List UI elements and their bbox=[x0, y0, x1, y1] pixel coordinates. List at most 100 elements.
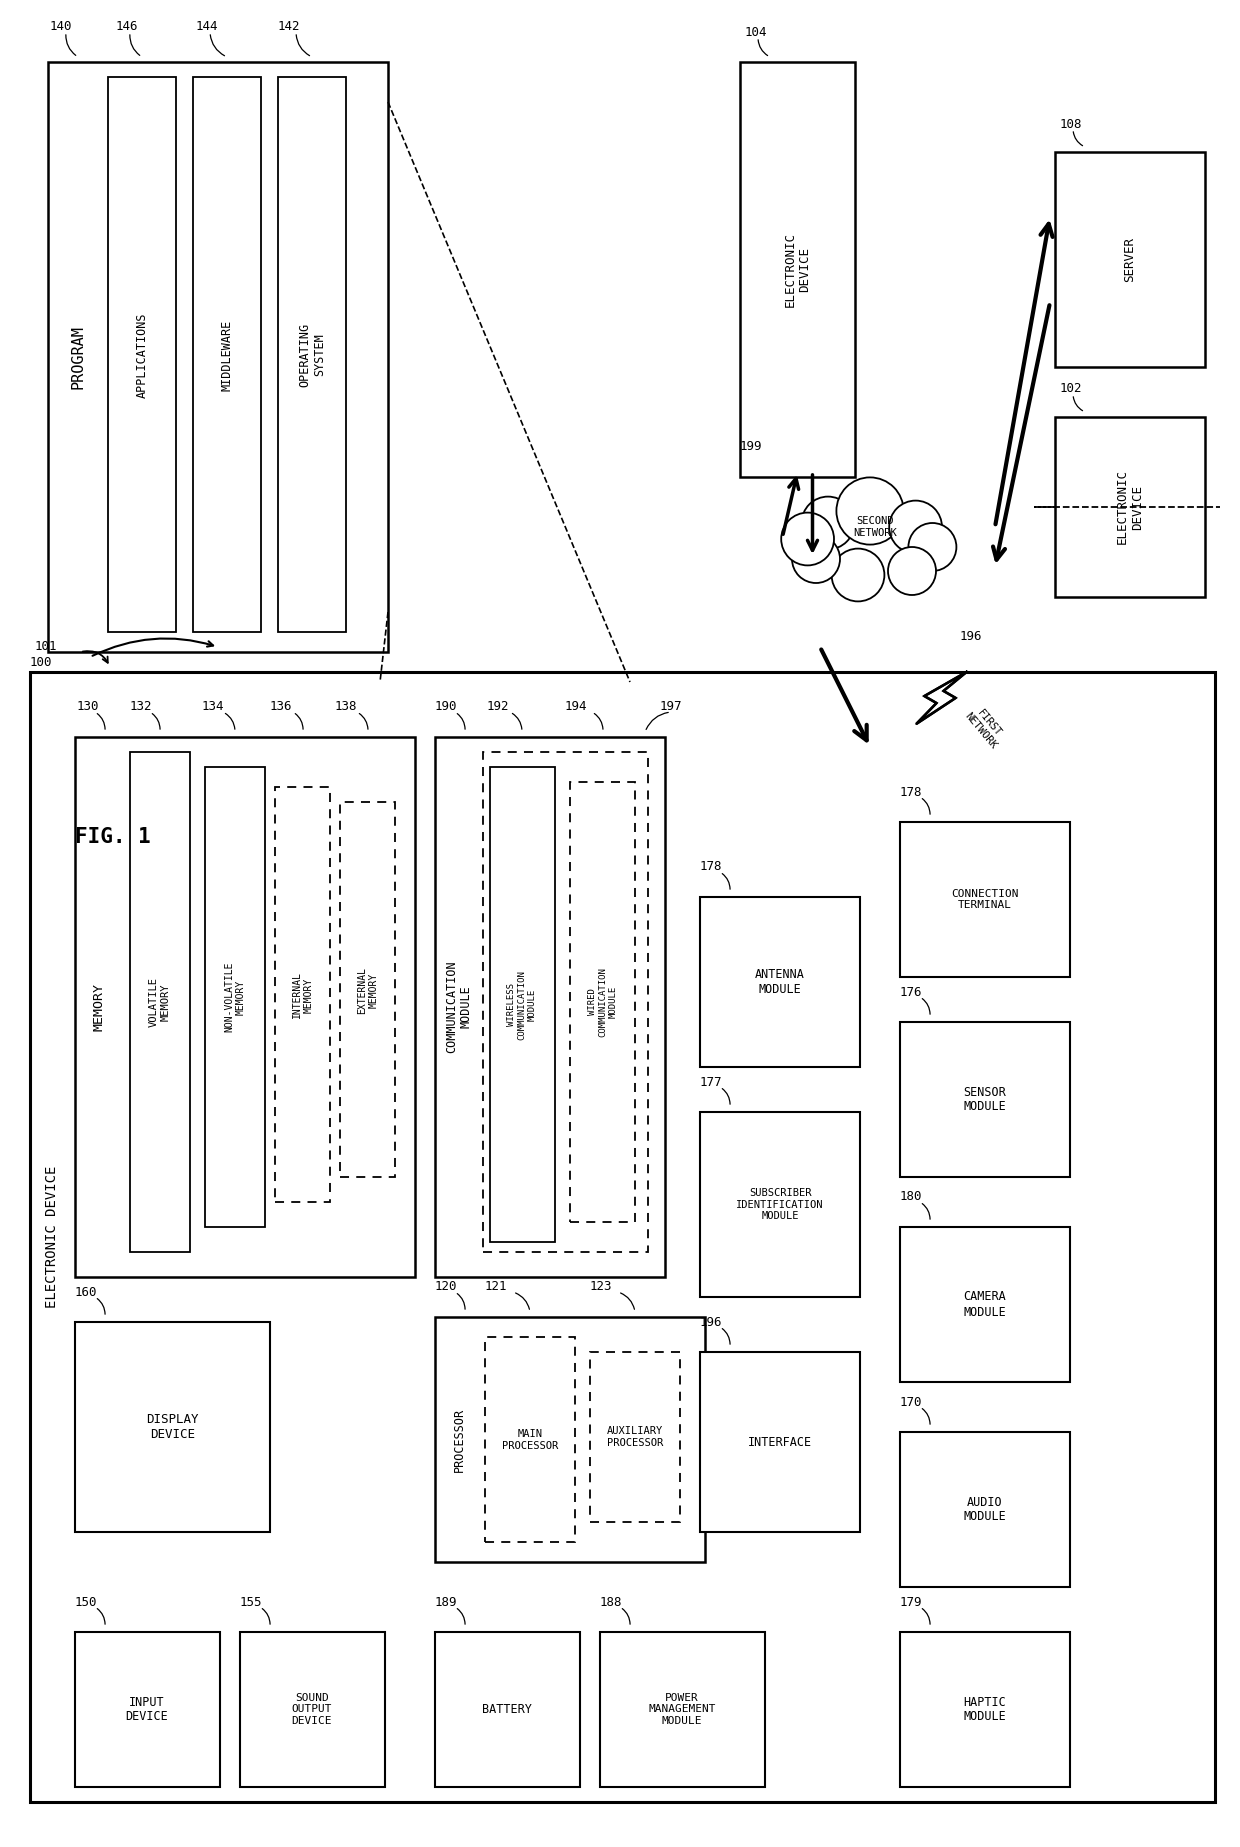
Text: AUXILIARY
PROCESSOR: AUXILIARY PROCESSOR bbox=[606, 1426, 663, 1448]
Text: 123: 123 bbox=[590, 1280, 613, 1293]
Text: VOLATILE
MEMORY: VOLATILE MEMORY bbox=[149, 977, 171, 1027]
Text: POWER
MANAGEMENT
MODULE: POWER MANAGEMENT MODULE bbox=[649, 1694, 715, 1727]
Text: MEMORY: MEMORY bbox=[93, 983, 105, 1031]
Bar bbox=[484, 752, 649, 1252]
Text: 130: 130 bbox=[77, 700, 99, 713]
Text: HAPTIC
MODULE: HAPTIC MODULE bbox=[963, 1696, 1007, 1723]
Ellipse shape bbox=[804, 512, 936, 584]
Text: WIRED
COMMUNICATION
MODULE: WIRED COMMUNICATION MODULE bbox=[588, 968, 618, 1036]
Bar bbox=[701, 898, 861, 1068]
Text: CONNECTION
TERMINAL: CONNECTION TERMINAL bbox=[951, 888, 1019, 911]
Text: 189: 189 bbox=[435, 1596, 458, 1609]
Bar bbox=[74, 1322, 270, 1531]
Text: 196: 196 bbox=[701, 1315, 723, 1328]
Text: 102: 102 bbox=[1060, 382, 1083, 395]
Bar bbox=[485, 1337, 575, 1542]
Bar bbox=[570, 781, 635, 1223]
Text: COMMUNICATION
MODULE: COMMUNICATION MODULE bbox=[445, 960, 472, 1053]
Bar bbox=[340, 802, 396, 1177]
Text: 140: 140 bbox=[50, 20, 72, 33]
Circle shape bbox=[837, 477, 904, 545]
Bar bbox=[701, 1112, 861, 1297]
Text: 142: 142 bbox=[278, 20, 300, 33]
Text: 120: 120 bbox=[435, 1280, 458, 1293]
Text: 150: 150 bbox=[74, 1596, 98, 1609]
Text: ANTENNA
MODULE: ANTENNA MODULE bbox=[755, 968, 805, 996]
Text: 121: 121 bbox=[485, 1280, 507, 1293]
Text: 180: 180 bbox=[900, 1191, 923, 1204]
Bar bbox=[900, 1431, 1070, 1587]
Bar bbox=[108, 78, 176, 632]
Text: 170: 170 bbox=[900, 1396, 923, 1409]
Bar bbox=[900, 822, 1070, 977]
Text: NON-VOLATILE
MEMORY: NON-VOLATILE MEMORY bbox=[224, 962, 246, 1032]
Bar bbox=[1055, 417, 1205, 597]
Bar bbox=[30, 672, 1215, 1803]
Text: 179: 179 bbox=[900, 1596, 923, 1609]
Bar bbox=[900, 1633, 1070, 1788]
Bar bbox=[193, 78, 260, 632]
Text: 194: 194 bbox=[565, 700, 588, 713]
Text: 100: 100 bbox=[30, 656, 52, 669]
Text: INPUT
DEVICE: INPUT DEVICE bbox=[125, 1696, 169, 1723]
Circle shape bbox=[832, 549, 884, 602]
Text: DISPLAY
DEVICE: DISPLAY DEVICE bbox=[146, 1413, 198, 1441]
Text: BATTERY: BATTERY bbox=[482, 1703, 532, 1716]
Text: 160: 160 bbox=[74, 1286, 98, 1298]
Text: 178: 178 bbox=[900, 785, 923, 798]
Bar bbox=[241, 1633, 384, 1788]
Text: 155: 155 bbox=[241, 1596, 263, 1609]
Text: 108: 108 bbox=[1060, 118, 1083, 131]
Text: 144: 144 bbox=[196, 20, 218, 33]
Text: WIRELESS
COMMUNICATION
MODULE: WIRELESS COMMUNICATION MODULE bbox=[507, 970, 537, 1040]
Text: CAMERA
MODULE: CAMERA MODULE bbox=[963, 1291, 1007, 1319]
Bar bbox=[278, 78, 346, 632]
Bar bbox=[900, 1226, 1070, 1382]
Bar bbox=[1055, 151, 1205, 368]
Text: FIRST
NETWORK: FIRST NETWORK bbox=[962, 704, 1007, 750]
Text: ELECTRONIC DEVICE: ELECTRONIC DEVICE bbox=[45, 1165, 60, 1308]
Polygon shape bbox=[916, 672, 967, 724]
Text: 197: 197 bbox=[660, 700, 682, 713]
Text: 178: 178 bbox=[701, 861, 723, 874]
Text: SENSOR
MODULE: SENSOR MODULE bbox=[963, 1086, 1007, 1114]
Text: SUBSCRIBER
IDENTIFICATION
MODULE: SUBSCRIBER IDENTIFICATION MODULE bbox=[737, 1188, 823, 1221]
Text: OPERATING
SYSTEM: OPERATING SYSTEM bbox=[298, 323, 326, 388]
Bar bbox=[74, 1633, 219, 1788]
Text: 196: 196 bbox=[960, 630, 982, 643]
Circle shape bbox=[909, 523, 956, 571]
Text: EXTERNAL
MEMORY: EXTERNAL MEMORY bbox=[357, 966, 378, 1014]
Text: APPLICATIONS: APPLICATIONS bbox=[135, 312, 149, 397]
Text: 146: 146 bbox=[117, 20, 139, 33]
Text: INTERNAL
MEMORY: INTERNAL MEMORY bbox=[293, 972, 314, 1018]
Circle shape bbox=[792, 536, 839, 584]
Text: 188: 188 bbox=[600, 1596, 622, 1609]
Text: PROCESSOR: PROCESSOR bbox=[453, 1407, 465, 1472]
Text: 136: 136 bbox=[270, 700, 293, 713]
Bar bbox=[275, 787, 330, 1202]
Text: ELECTRONIC
DEVICE: ELECTRONIC DEVICE bbox=[1116, 469, 1145, 545]
Circle shape bbox=[889, 501, 942, 554]
Bar bbox=[900, 1021, 1070, 1177]
Text: 190: 190 bbox=[435, 700, 458, 713]
Circle shape bbox=[781, 513, 835, 565]
Bar bbox=[435, 737, 665, 1276]
Bar bbox=[130, 752, 190, 1252]
Text: SOUND
OUTPUT
DEVICE: SOUND OUTPUT DEVICE bbox=[291, 1694, 332, 1727]
Text: 176: 176 bbox=[900, 986, 923, 999]
Bar bbox=[435, 1633, 580, 1788]
Text: 199: 199 bbox=[740, 440, 763, 454]
Text: SERVER: SERVER bbox=[1123, 236, 1137, 283]
Text: 101: 101 bbox=[35, 641, 57, 654]
Bar bbox=[435, 1317, 706, 1563]
Text: SECOND
NETWORK: SECOND NETWORK bbox=[853, 515, 897, 537]
Text: 138: 138 bbox=[335, 700, 357, 713]
Bar bbox=[74, 737, 415, 1276]
Bar bbox=[48, 63, 388, 652]
Text: 192: 192 bbox=[487, 700, 510, 713]
Text: 134: 134 bbox=[202, 700, 224, 713]
Circle shape bbox=[801, 497, 854, 549]
Bar bbox=[590, 1352, 680, 1522]
Text: 104: 104 bbox=[745, 26, 768, 39]
Text: FIG. 1: FIG. 1 bbox=[74, 827, 151, 848]
